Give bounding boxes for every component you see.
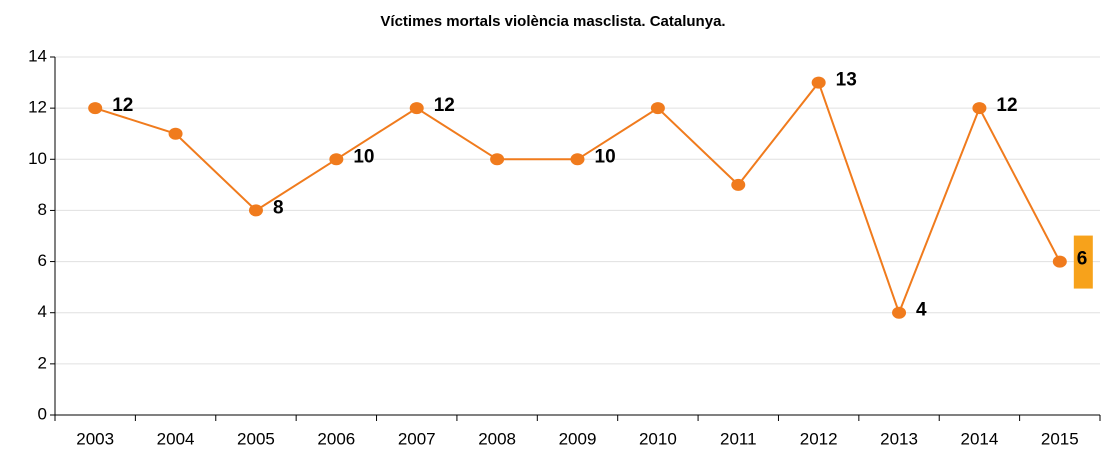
chart-title: Víctimes mortals violència masclista. Ca… — [380, 13, 725, 30]
point — [168, 127, 183, 140]
x-tick-label: 2015 — [1041, 429, 1079, 448]
data-label: 12 — [996, 95, 1017, 116]
point — [329, 153, 344, 166]
data-label: 10 — [353, 146, 374, 167]
x-tick-label: 2012 — [800, 429, 838, 448]
y-tick-label: 6 — [38, 251, 47, 270]
point — [650, 102, 665, 115]
point — [892, 306, 907, 319]
x-tick-label: 2007 — [398, 429, 436, 448]
data-label: 12 — [434, 95, 455, 116]
data-label: 6 — [1077, 249, 1088, 270]
point — [811, 76, 826, 89]
point — [731, 178, 746, 191]
x-tick-label: 2009 — [559, 429, 597, 448]
x-tick-label: 2005 — [237, 429, 275, 448]
x-tick-label: 2010 — [639, 429, 677, 448]
data-label: 4 — [916, 300, 927, 321]
point — [1052, 255, 1067, 268]
y-tick-label: 14 — [28, 46, 47, 65]
x-tick-label: 2014 — [961, 429, 999, 448]
data-label: 12 — [112, 95, 133, 116]
x-tick-label: 2003 — [76, 429, 114, 448]
x-tick-label: 2006 — [317, 429, 355, 448]
x-tick-label: 2011 — [720, 429, 757, 448]
point — [570, 153, 585, 166]
point — [409, 102, 424, 115]
data-label: 8 — [273, 197, 284, 218]
label-box — [1073, 235, 1093, 289]
y-tick-label: 4 — [38, 302, 47, 321]
point — [88, 102, 103, 115]
data-label: 13 — [836, 70, 857, 91]
y-tick-label: 10 — [28, 149, 47, 168]
x-tick-label: 2013 — [880, 429, 918, 448]
data-label: 10 — [595, 146, 616, 167]
y-tick-label: 12 — [28, 98, 47, 117]
y-tick-label: 2 — [38, 353, 47, 372]
y-tick-label: 0 — [38, 404, 47, 423]
x-tick-label: 2008 — [478, 429, 516, 448]
y-tick-label: 8 — [38, 200, 47, 219]
point — [248, 204, 263, 217]
point — [490, 153, 505, 166]
line — [94, 80, 1061, 316]
point — [972, 102, 987, 115]
x-tick-label: 2004 — [157, 429, 195, 448]
